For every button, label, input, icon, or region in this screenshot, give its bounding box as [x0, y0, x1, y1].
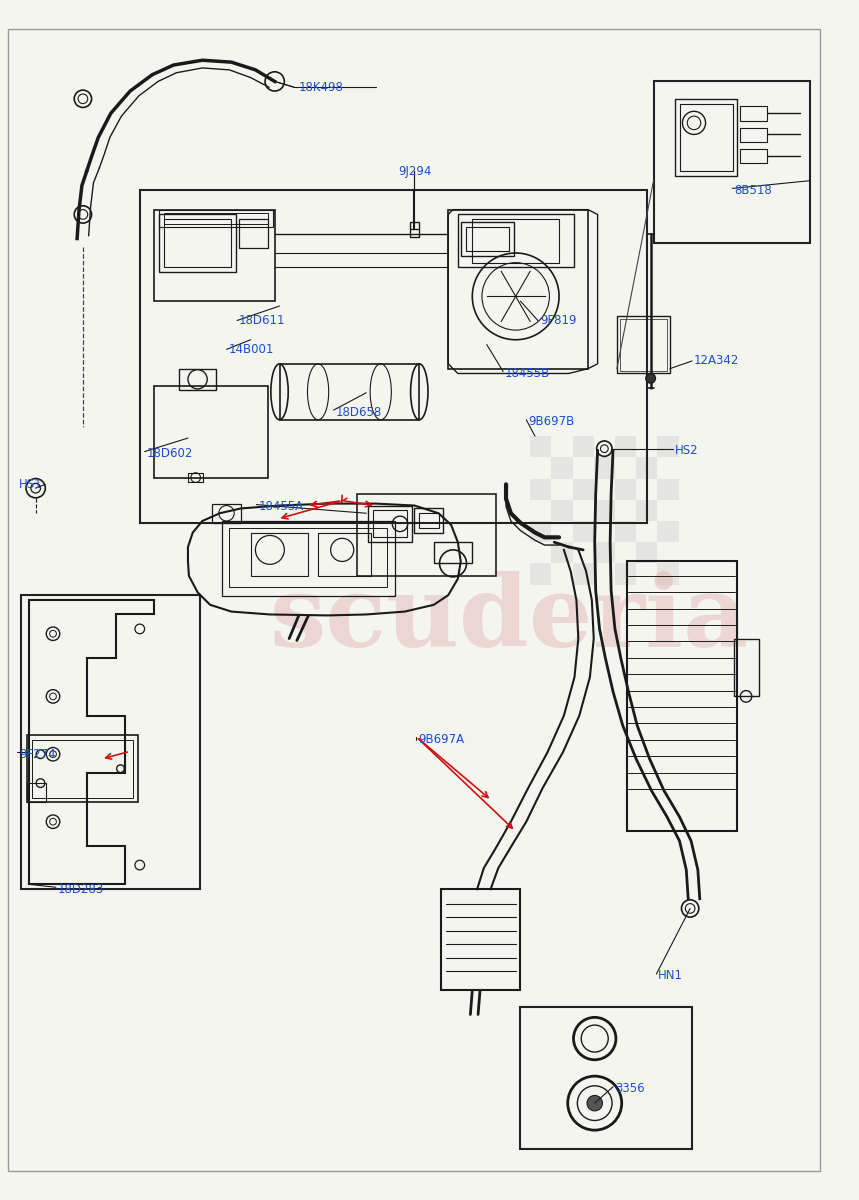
Bar: [551, 499, 573, 521]
Text: HS2: HS2: [674, 444, 698, 457]
Bar: [466, 227, 509, 251]
Bar: [419, 514, 439, 528]
Bar: [27, 734, 137, 803]
Bar: [155, 386, 268, 478]
Bar: [573, 521, 594, 542]
Bar: [615, 479, 637, 499]
Bar: [594, 499, 615, 521]
Text: 18K498: 18K498: [299, 80, 344, 94]
Bar: [472, 220, 559, 263]
Bar: [222, 521, 395, 596]
Text: 18455B: 18455B: [505, 367, 551, 380]
Bar: [458, 215, 574, 268]
Bar: [530, 479, 551, 499]
Text: 18D658: 18D658: [335, 406, 381, 419]
Bar: [27, 784, 46, 803]
Text: HS1: HS1: [19, 478, 43, 491]
Bar: [164, 212, 268, 224]
Bar: [369, 505, 411, 542]
Bar: [140, 191, 647, 523]
Bar: [637, 457, 657, 479]
Bar: [626, 562, 737, 832]
Bar: [679, 103, 733, 172]
Text: 3356: 3356: [615, 1082, 644, 1096]
Text: 9J294: 9J294: [398, 164, 431, 178]
Text: 12A342: 12A342: [694, 354, 740, 367]
Text: 18D283: 18D283: [58, 883, 104, 895]
Text: 8B518: 8B518: [734, 184, 772, 197]
Bar: [188, 473, 204, 482]
Bar: [434, 542, 472, 563]
Bar: [657, 563, 679, 584]
Bar: [415, 509, 443, 533]
Bar: [657, 479, 679, 499]
Bar: [654, 82, 810, 244]
Bar: [594, 542, 615, 563]
Bar: [573, 436, 594, 457]
Text: HN1: HN1: [658, 970, 683, 983]
Bar: [164, 220, 231, 268]
Bar: [318, 533, 371, 576]
Bar: [615, 563, 637, 584]
Text: scuderia: scuderia: [270, 571, 749, 667]
Bar: [155, 210, 275, 301]
Bar: [637, 542, 657, 563]
Bar: [657, 436, 679, 457]
Text: 18455A: 18455A: [259, 500, 303, 514]
Bar: [573, 479, 594, 499]
Bar: [573, 563, 594, 584]
Bar: [521, 1007, 692, 1150]
Text: 14B001: 14B001: [228, 343, 274, 356]
Bar: [373, 510, 407, 538]
Text: 9F274: 9F274: [19, 748, 56, 761]
Bar: [734, 638, 758, 696]
Circle shape: [646, 373, 655, 383]
Bar: [410, 222, 419, 236]
Bar: [32, 739, 133, 798]
Bar: [620, 318, 667, 371]
Bar: [180, 368, 216, 390]
Bar: [356, 494, 497, 576]
Bar: [212, 504, 241, 523]
Bar: [159, 215, 236, 272]
Bar: [229, 528, 387, 588]
Bar: [740, 127, 767, 142]
Text: 9B697B: 9B697B: [528, 415, 575, 428]
Bar: [617, 316, 670, 373]
Bar: [594, 457, 615, 479]
Bar: [740, 107, 767, 121]
Bar: [637, 499, 657, 521]
Bar: [530, 521, 551, 542]
Bar: [442, 889, 521, 990]
Bar: [551, 457, 573, 479]
Bar: [674, 98, 737, 176]
Bar: [239, 220, 268, 248]
Bar: [657, 521, 679, 542]
Text: 18D611: 18D611: [239, 314, 285, 326]
Bar: [279, 364, 419, 420]
Text: 18D602: 18D602: [147, 446, 193, 460]
Bar: [21, 595, 199, 889]
Bar: [460, 222, 514, 256]
Bar: [530, 436, 551, 457]
Bar: [615, 521, 637, 542]
Bar: [740, 149, 767, 163]
Bar: [251, 533, 308, 576]
Text: 9F819: 9F819: [539, 314, 576, 326]
Bar: [551, 542, 573, 563]
Bar: [530, 563, 551, 584]
Bar: [448, 210, 588, 368]
Circle shape: [587, 1096, 602, 1111]
Bar: [159, 210, 273, 227]
Bar: [615, 436, 637, 457]
Text: 9B697A: 9B697A: [418, 733, 465, 746]
